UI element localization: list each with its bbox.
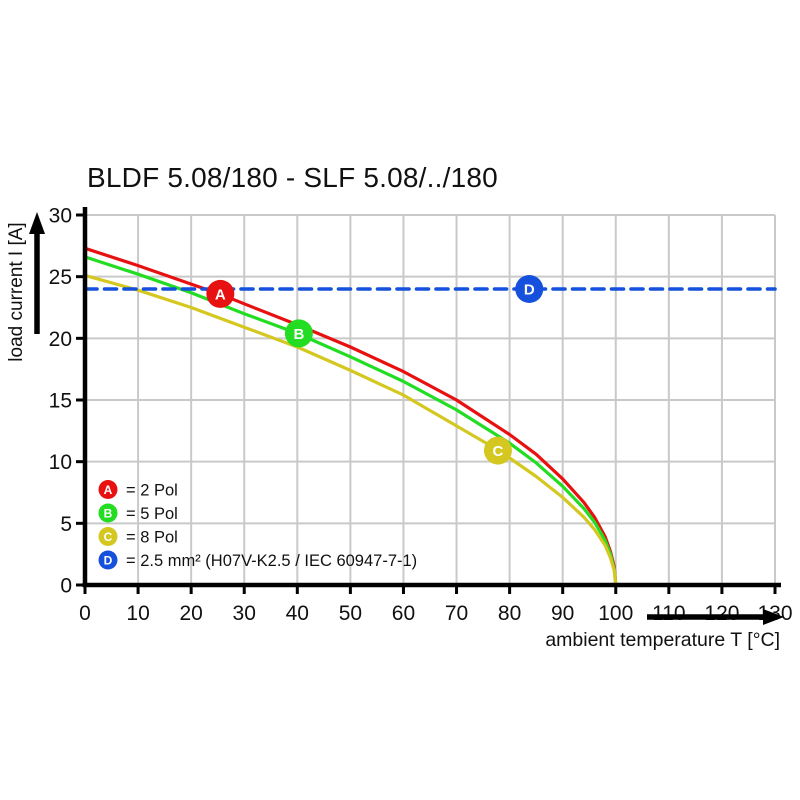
legend-marker-B-icon [98,503,118,523]
y-tick-label-0: 0 [60,575,72,598]
x-tick-label-0: 0 [79,602,91,625]
x-tick-label-110: 110 [652,602,685,625]
y-axis-title: load current I [A] [6,212,45,362]
curve-marker-B-icon [284,319,313,348]
legend: A = 2 Pol B = 5 Pol C = 8 Pol D = 2.5 mm² (H07V… [98,480,417,570]
curve-marker-letter-D: D [524,282,535,299]
curve-marker-C-icon [483,436,512,465]
curve-marker-A-icon [206,279,235,308]
y-tick-label-5: 5 [60,513,72,536]
curve-marker-B: B [284,319,313,348]
curve-markers: A B C D [206,275,544,465]
x-tick-label-70: 70 [445,602,468,625]
legend-marker-letter-D: D [104,554,113,568]
x-tick-label-50: 50 [339,602,362,625]
curve-marker-C: C [483,436,512,465]
x-axis-arrow-head [763,609,784,625]
legend-marker-A-icon [98,480,118,499]
y-tick-label-30: 30 [49,205,72,228]
y-axis-label: load current I [A] [6,222,27,361]
y-tick-label-15: 15 [49,390,72,413]
legend-marker-C-icon [98,527,118,546]
y-ticks: 0 5 10 15 20 25 30 [49,205,85,598]
curve-marker-D-icon [515,275,544,303]
x-tick-label-60: 60 [392,602,415,625]
chart-title: BLDF 5.08/180 - SLF 5.08/../180 [87,162,498,193]
x-tick-label-80: 80 [498,602,521,625]
y-tick-label-25: 25 [49,266,72,289]
y-axis-arrow-head [29,212,45,234]
legend-text-B: = 5 Pol [126,505,178,523]
curve-marker-A: A [206,279,235,308]
curves [83,246,777,587]
curve-marker-letter-C: C [493,443,504,460]
legend-item-B: B = 5 Pol [98,503,178,523]
x-tick-label-30: 30 [233,602,256,625]
x-axis-label: ambient temperature T [°C] [545,629,780,651]
curve-marker-D: D [515,275,544,303]
y-tick-label-20: 20 [49,328,72,351]
legend-text-D: = 2.5 mm² (H07V-K2.5 / IEC 60947-7-1) [126,552,417,570]
x-tick-label-100: 100 [598,602,633,625]
legend-text-A: = 2 Pol [126,482,178,500]
x-axis-title: ambient temperature T [°C] [545,609,784,651]
x-tick-label-20: 20 [179,602,202,625]
x-tick-label-10: 10 [126,602,149,625]
grid [85,214,776,585]
legend-marker-letter-B: B [104,507,113,521]
legend-item-A: A = 2 Pol [98,480,178,500]
x-tick-label-120: 120 [704,602,739,625]
legend-item-D: D = 2.5 mm² (H07V-K2.5 / IEC 60947-7-1) [98,550,417,570]
legend-marker-D-icon [98,550,118,570]
x-tick-label-130: 130 [757,602,792,625]
legend-marker-letter-A: A [104,483,113,497]
legend-item-C: C = 8 Pol [98,527,178,547]
y-tick-label-10: 10 [49,451,72,474]
x-tick-label-40: 40 [286,602,309,625]
curve-marker-letter-A: A [215,286,226,303]
legend-text-C: = 8 Pol [126,529,178,547]
x-tick-label-90: 90 [551,602,574,625]
curve-marker-letter-B: B [293,326,304,343]
legend-marker-letter-C: C [104,530,113,544]
